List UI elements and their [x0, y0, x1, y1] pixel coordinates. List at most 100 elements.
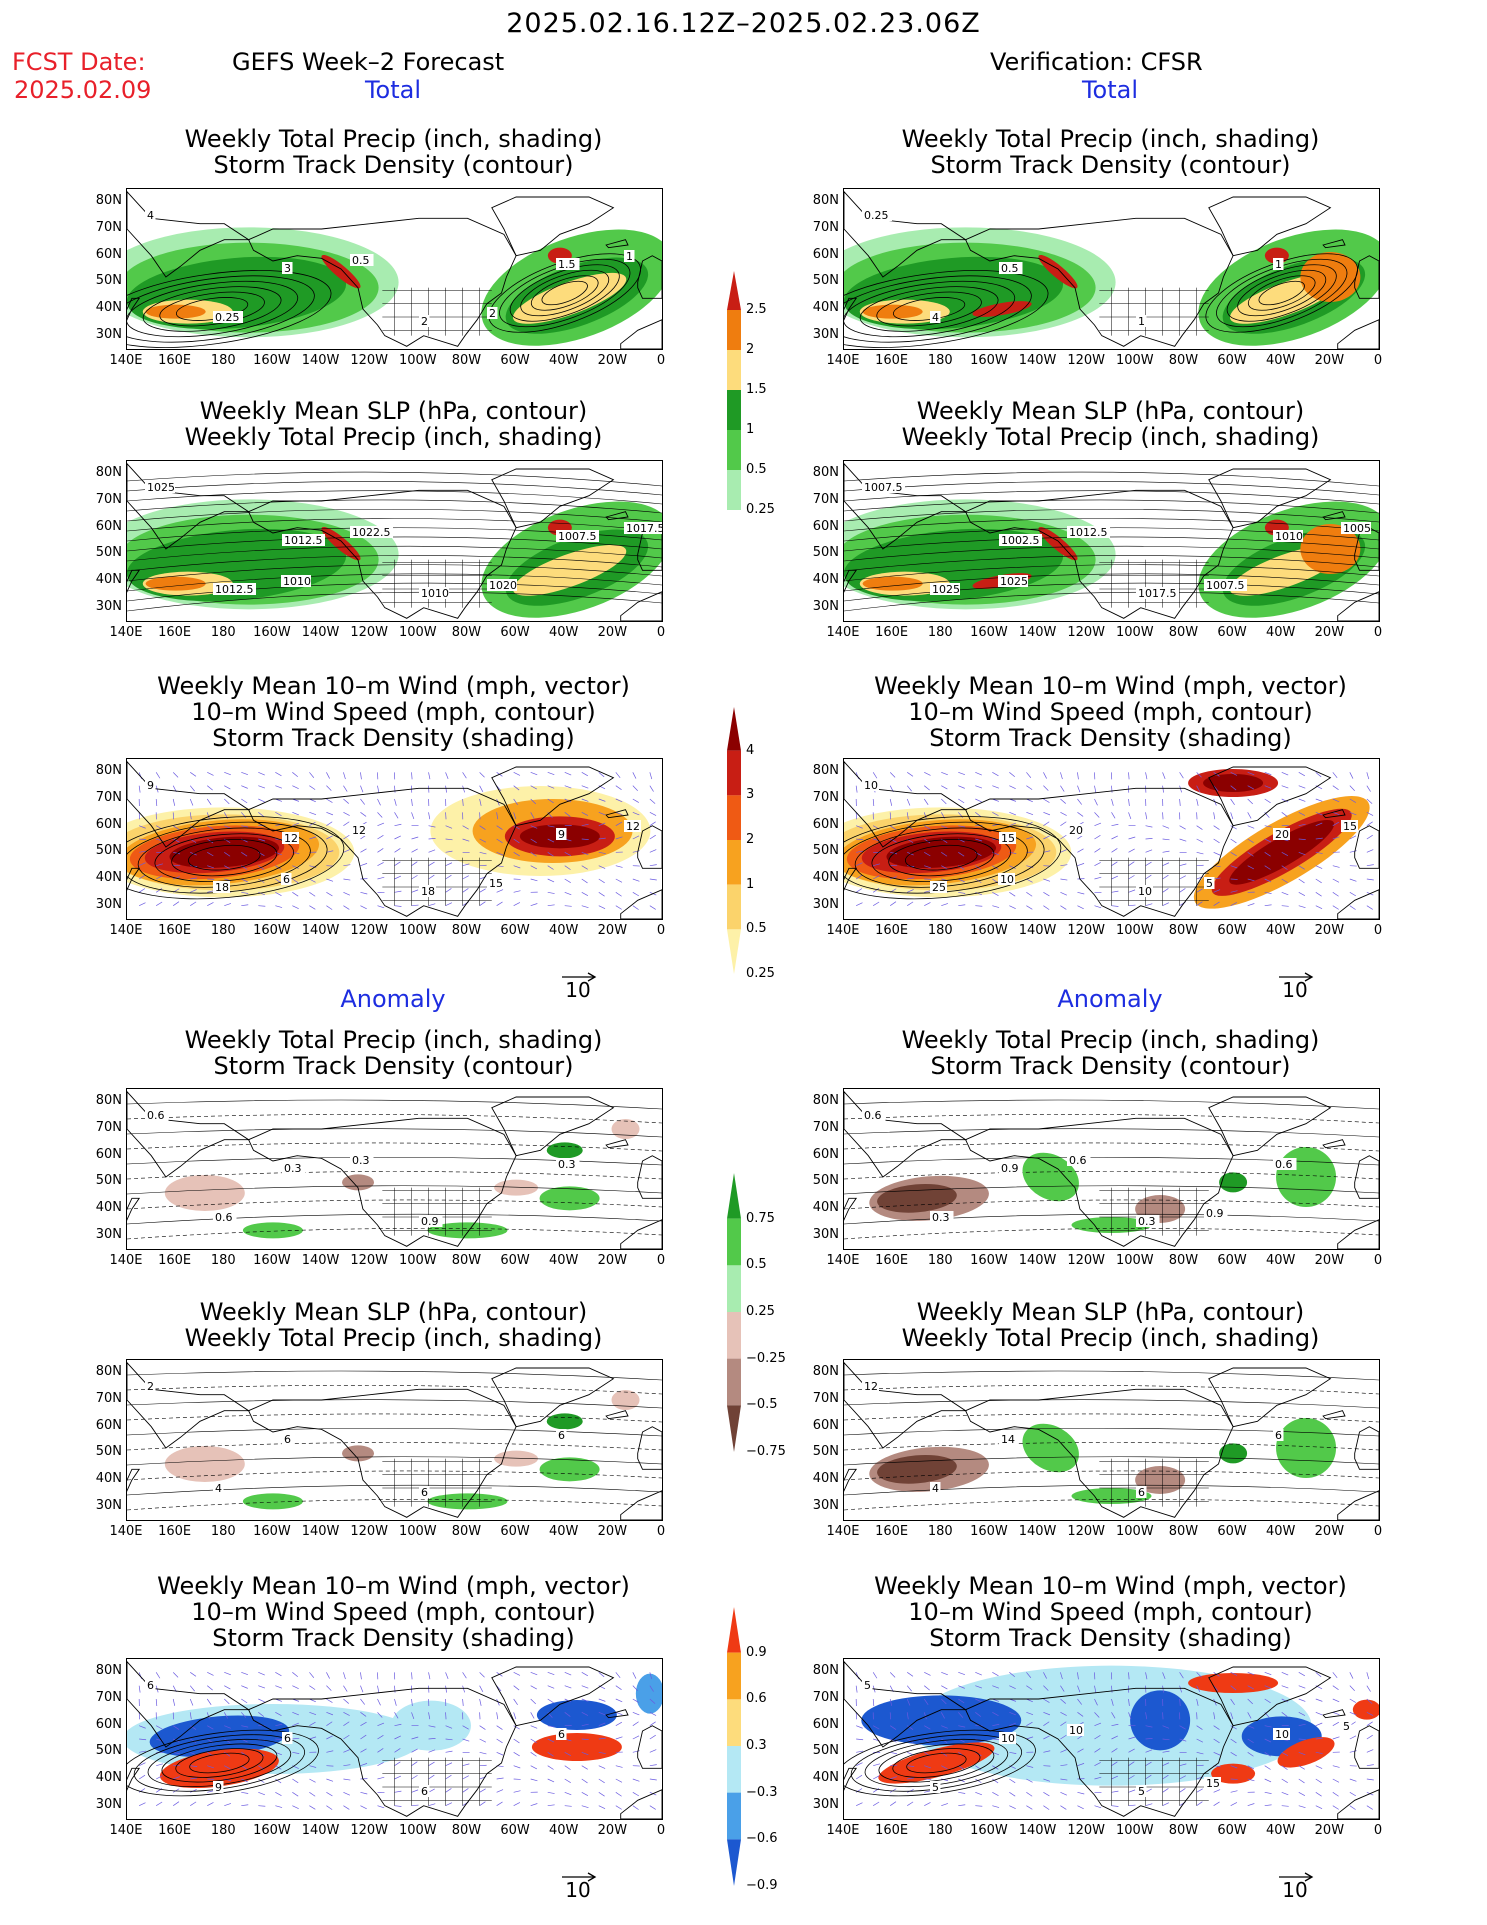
- map-panel-fc_a2: 2 6 6 6 4: [126, 1359, 663, 1521]
- panel-title-line: 10–m Wind Speed (mph, contour): [908, 698, 1313, 726]
- panel-title-line: Storm Track Density (shading): [929, 1624, 1292, 1652]
- svg-text:1025: 1025: [147, 481, 175, 494]
- contour-label: 10: [999, 1732, 1016, 1745]
- contour-label: 15: [1204, 1777, 1221, 1790]
- longitude-label: 140E: [826, 1823, 860, 1838]
- svg-text:6: 6: [1138, 1486, 1145, 1499]
- svg-text:1: 1: [626, 250, 633, 263]
- map-canvas: 5 10 5 10 5 10 15 5: [844, 1661, 1379, 1819]
- contour-label: 10: [1136, 885, 1153, 898]
- longitude-label: 60W: [500, 923, 530, 938]
- longitude-label: 80W: [1168, 1823, 1199, 1838]
- panel-title-line: Weekly Total Precip (inch, shading): [184, 125, 603, 153]
- contour-label: 4: [145, 209, 156, 222]
- colorbar-swatch: [727, 1699, 741, 1746]
- longitude-label: 120W: [350, 1253, 388, 1268]
- longitude-label: 40W: [549, 1253, 579, 1268]
- colorbar-tick-label: 0.5: [746, 462, 767, 477]
- svg-text:9: 9: [147, 779, 154, 792]
- longitude-label: 120W: [350, 1524, 388, 1539]
- panel-title-line: Weekly Total Precip (inch, shading): [901, 1026, 1320, 1054]
- latitude-label: 60N: [95, 518, 122, 534]
- latitude-label: 80N: [95, 1364, 122, 1380]
- longitude-label: 40W: [1266, 1524, 1296, 1539]
- contour-label: 5: [1204, 877, 1215, 890]
- colorbar-swatch: [727, 1173, 741, 1219]
- contour-label: 4: [213, 1482, 224, 1495]
- colorbar-tick-label: 0.5: [746, 1257, 767, 1273]
- latitude-label: 30N: [812, 1226, 839, 1242]
- map-canvas: 1007.5 1002.5 1017.5 1010 1025 1012.5 1007.5 10…: [844, 463, 1379, 621]
- contour-label: 0.5: [999, 262, 1023, 275]
- latitude-label: 40N: [95, 300, 122, 315]
- longitude-label: 0: [656, 625, 666, 640]
- contour-label: 1007.5: [862, 481, 905, 494]
- longitude-label: 140W: [301, 1524, 340, 1539]
- latitude-label: 60N: [812, 246, 839, 262]
- longitude-label: 120W: [350, 625, 388, 640]
- longitude-label: 140W: [1018, 1823, 1057, 1838]
- panel-title-line: Storm Track Density (shading): [212, 724, 575, 752]
- latitude-label: 70N: [812, 492, 839, 507]
- contour-label: 0.25: [213, 311, 243, 324]
- longitude-label: 60W: [1217, 353, 1247, 368]
- panel-title-line: Weekly Total Precip (inch, shading): [901, 1324, 1320, 1352]
- latitude-label: 70N: [812, 790, 839, 805]
- colorbar-swatch: [727, 390, 741, 430]
- svg-text:0.3: 0.3: [352, 1154, 370, 1167]
- contour-label: 5: [1341, 1720, 1352, 1733]
- contour-label: 5: [930, 1781, 941, 1794]
- svg-text:18: 18: [215, 881, 229, 894]
- contour-label: 10: [1067, 1724, 1084, 1737]
- contour-label: 0.3: [1136, 1215, 1160, 1228]
- contour-label: 0.9: [1204, 1207, 1228, 1220]
- map-canvas: 6 6 6 6 9: [127, 1661, 662, 1819]
- longitude-label: 100W: [1115, 1524, 1154, 1539]
- arrow-right-icon: [1279, 972, 1314, 982]
- latitude-label: 40N: [812, 1200, 839, 1215]
- longitude-label: 140E: [109, 923, 143, 938]
- colorbar-tick-label: 3: [746, 787, 755, 803]
- contour-label: 4: [930, 311, 941, 324]
- contour-label: 1017.5: [624, 522, 662, 535]
- latitude-label: 80N: [95, 465, 122, 481]
- latitude-label: 70N: [812, 1120, 839, 1135]
- map-panel-fc_a1: 0.6 0.3 0.9 0.3 0.6 0.3: [126, 1088, 663, 1250]
- svg-text:5: 5: [864, 1679, 871, 1692]
- svg-text:1007.5: 1007.5: [864, 481, 903, 494]
- contour-label: 0.25: [862, 209, 892, 222]
- colorbar-tick-label: −0.25: [746, 1350, 786, 1366]
- svg-text:10: 10: [1275, 1728, 1289, 1741]
- svg-text:4: 4: [932, 1482, 939, 1495]
- panel-title-line: Storm Track Density (contour): [930, 151, 1291, 179]
- longitude-label: 120W: [350, 1823, 388, 1838]
- longitude-label: 80W: [1168, 353, 1199, 368]
- contour-label: 15: [487, 877, 504, 890]
- latitude-label: 50N: [812, 1743, 839, 1759]
- colorbar-tick-label: 0.25: [746, 966, 775, 981]
- fcst-date-label: FCST Date:: [12, 48, 146, 76]
- longitude-label: 40W: [1266, 1253, 1296, 1268]
- panel-title-fc_a2: Weekly Mean SLP (hPa, contour) Weekly Tot…: [96, 1299, 691, 1351]
- svg-text:0.25: 0.25: [864, 209, 889, 222]
- longitude-label: 20W: [597, 625, 628, 640]
- longitude-label: 160E: [875, 1823, 909, 1838]
- latitude-label: 50N: [95, 843, 122, 859]
- longitude-label: 20W: [1314, 1524, 1345, 1539]
- contour-label: 0.6: [213, 1211, 237, 1224]
- latitude-label: 60N: [95, 1146, 122, 1162]
- contour-label: 0.9: [419, 1215, 443, 1228]
- contour-label: 25: [930, 881, 947, 894]
- longitude-label: 160W: [253, 1253, 291, 1268]
- contour-label: 2: [419, 315, 430, 328]
- longitude-label: 140E: [826, 353, 860, 368]
- latitude-label: 30N: [95, 598, 122, 614]
- contour-label: 0.3: [930, 1211, 954, 1224]
- svg-text:0.3: 0.3: [558, 1158, 576, 1171]
- panel-title-fc_t2: Weekly Mean SLP (hPa, contour) Weekly Tot…: [96, 398, 691, 450]
- longitude-label: 120W: [1067, 923, 1105, 938]
- latitude-label: 60N: [812, 1716, 839, 1732]
- contour-label: 2: [487, 307, 498, 320]
- longitude-label: 60W: [1217, 923, 1247, 938]
- svg-text:15: 15: [1343, 820, 1357, 833]
